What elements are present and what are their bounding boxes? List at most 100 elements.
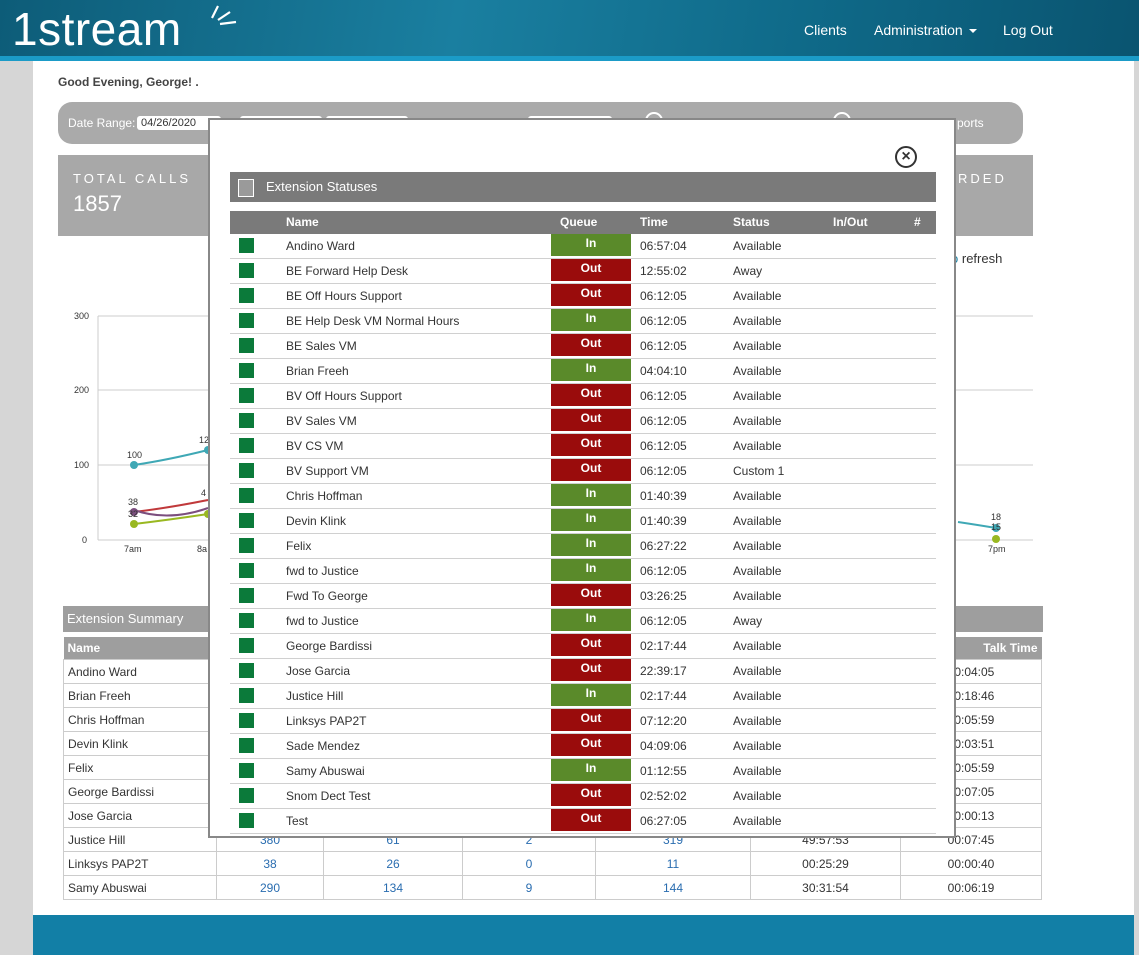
point-teal-7pm xyxy=(992,524,1000,532)
ext-time: 06:27:22 xyxy=(640,539,687,553)
ext-status: Available xyxy=(733,439,782,453)
queue-badge[interactable]: Out xyxy=(551,409,631,431)
ext-name: Test xyxy=(286,814,309,828)
summary-cell[interactable]: 0 xyxy=(462,851,596,876)
nav-clients[interactable]: Clients xyxy=(804,22,847,38)
ext-status: Available xyxy=(733,664,782,678)
ext-status-row[interactable]: BV Support VM Out 06:12:05 Custom 1 xyxy=(230,459,936,484)
nav-administration[interactable]: Administration xyxy=(874,22,977,38)
ext-time: 02:17:44 xyxy=(640,639,687,653)
ext-status-row[interactable]: Samy Abuswai In 01:12:55 Available xyxy=(230,759,936,784)
label-teal-8a: 12 xyxy=(199,435,209,445)
summary-cell[interactable]: 26 xyxy=(323,851,463,876)
ext-status-row[interactable]: Sade Mendez Out 04:09:06 Available xyxy=(230,734,936,759)
queue-badge[interactable]: Out xyxy=(551,384,631,406)
queue-badge[interactable]: Out xyxy=(551,784,631,806)
queue-badge[interactable]: Out xyxy=(551,284,631,306)
ext-status-row[interactable]: Snom Dect Test Out 02:52:02 Available xyxy=(230,784,936,809)
ext-status: Available xyxy=(733,389,782,403)
ext-status-row[interactable]: George Bardissi Out 02:17:44 Available xyxy=(230,634,936,659)
queue-badge[interactable]: In xyxy=(551,684,631,706)
app-logo[interactable]: 1stream xyxy=(12,3,182,55)
queue-badge[interactable]: In xyxy=(551,234,631,256)
queue-badge[interactable]: In xyxy=(551,509,631,531)
summary-cell[interactable]: 38 xyxy=(216,851,324,876)
nav-logout[interactable]: Log Out xyxy=(1003,22,1053,38)
summary-cell[interactable]: 290 xyxy=(216,875,324,900)
reports-link[interactable]: ports xyxy=(957,116,984,130)
queue-badge[interactable]: In xyxy=(551,759,631,781)
ext-status-row[interactable]: BE Help Desk VM Normal Hours In 06:12:05 Av… xyxy=(230,309,936,334)
logo-rays-icon xyxy=(211,5,237,26)
queue-badge[interactable]: In xyxy=(551,359,631,381)
ext-status-row[interactable]: BE Forward Help Desk Out 12:55:02 Away xyxy=(230,259,936,284)
queue-badge[interactable]: In xyxy=(551,484,631,506)
ext-name: Snom Dect Test xyxy=(286,789,371,803)
point-green-7am xyxy=(130,520,138,528)
queue-badge[interactable]: Out xyxy=(551,584,631,606)
status-square-icon xyxy=(239,288,254,303)
point-teal-7am xyxy=(130,461,138,469)
summary-name: Felix xyxy=(63,755,217,780)
status-square-icon xyxy=(239,513,254,528)
series-line-purple xyxy=(133,507,209,517)
ext-status-row[interactable]: BV CS VM Out 06:12:05 Available xyxy=(230,434,936,459)
chevron-down-icon xyxy=(968,29,977,34)
ext-name: fwd to Justice xyxy=(286,614,359,628)
queue-badge[interactable]: Out xyxy=(551,434,631,456)
ext-status-row[interactable]: BE Sales VM Out 06:12:05 Available xyxy=(230,334,936,359)
summary-cell[interactable]: 144 xyxy=(595,875,751,900)
refresh-link[interactable]: o refresh xyxy=(951,251,1002,266)
queue-badge[interactable]: In xyxy=(551,609,631,631)
close-icon[interactable]: × xyxy=(895,146,917,168)
ext-status-row[interactable]: fwd to Justice In 06:12:05 Available xyxy=(230,559,936,584)
point-green-7pm xyxy=(992,535,1000,543)
ext-name: fwd to Justice xyxy=(286,564,359,578)
queue-badge[interactable]: Out xyxy=(551,734,631,756)
ext-status-row[interactable]: Linksys PAP2T Out 07:12:20 Available xyxy=(230,709,936,734)
total-calls-value: 1857 xyxy=(73,191,122,216)
ext-status-row[interactable]: fwd to Justice In 06:12:05 Away xyxy=(230,609,936,634)
queue-badge[interactable]: In xyxy=(551,309,631,331)
ext-status: Available xyxy=(733,689,782,703)
ext-status-row[interactable]: Felix In 06:27:22 Available xyxy=(230,534,936,559)
ext-status: Available xyxy=(733,564,782,578)
queue-badge[interactable]: Out xyxy=(551,634,631,656)
ext-status-row[interactable]: Chris Hoffman In 01:40:39 Available xyxy=(230,484,936,509)
ext-status-row[interactable]: Justice Hill In 02:17:44 Available xyxy=(230,684,936,709)
status-square-icon xyxy=(239,388,254,403)
ext-status-row[interactable]: BE Off Hours Support Out 06:12:05 Available xyxy=(230,284,936,309)
ext-status-row[interactable]: Jose Garcia Out 22:39:17 Available xyxy=(230,659,936,684)
header-time: Time xyxy=(640,215,668,229)
summary-cell[interactable]: 9 xyxy=(462,875,596,900)
queue-badge[interactable]: In xyxy=(551,534,631,556)
refresh-label: refresh xyxy=(961,251,1003,266)
label-red-8a: 4 xyxy=(201,488,206,498)
summary-cell[interactable]: 134 xyxy=(323,875,463,900)
ext-status-row[interactable]: BV Off Hours Support Out 06:12:05 Available xyxy=(230,384,936,409)
status-square-icon xyxy=(239,463,254,478)
status-square-icon xyxy=(239,613,254,628)
queue-badge[interactable]: Out xyxy=(551,709,631,731)
summary-cell[interactable]: 11 xyxy=(595,851,751,876)
status-square-icon xyxy=(239,238,254,253)
ext-time: 06:12:05 xyxy=(640,614,687,628)
ext-status-row[interactable]: Test Out 06:27:05 Available xyxy=(230,809,936,834)
status-square-icon xyxy=(239,688,254,703)
ext-name: Sade Mendez xyxy=(286,739,361,753)
queue-badge[interactable]: Out xyxy=(551,809,631,831)
ext-status-row[interactable]: Devin Klink In 01:40:39 Available xyxy=(230,509,936,534)
ext-status-row[interactable]: Brian Freeh In 04:04:10 Available xyxy=(230,359,936,384)
queue-badge[interactable]: Out xyxy=(551,334,631,356)
status-square-icon xyxy=(239,663,254,678)
ext-status-row[interactable]: Fwd To George Out 03:26:25 Available xyxy=(230,584,936,609)
ext-status-row[interactable]: Andino Ward In 06:57:04 Available xyxy=(230,234,936,259)
x-tick-7pm: 7pm xyxy=(988,544,1006,554)
queue-badge[interactable]: Out xyxy=(551,259,631,281)
date-range-input[interactable]: 04/26/2020 xyxy=(137,116,221,130)
ext-name: BE Off Hours Support xyxy=(286,289,402,303)
queue-badge[interactable]: Out xyxy=(551,459,631,481)
queue-badge[interactable]: In xyxy=(551,559,631,581)
queue-badge[interactable]: Out xyxy=(551,659,631,681)
ext-status-row[interactable]: BV Sales VM Out 06:12:05 Available xyxy=(230,409,936,434)
